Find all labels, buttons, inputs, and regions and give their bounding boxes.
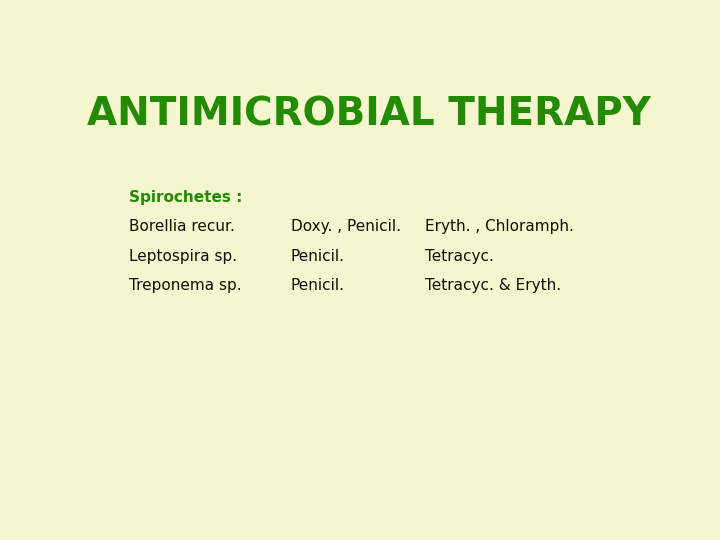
Text: Eryth. , Chloramph.: Eryth. , Chloramph. <box>425 219 574 234</box>
Text: Penicil.: Penicil. <box>291 278 345 293</box>
Text: Leptospira sp.: Leptospira sp. <box>129 248 237 264</box>
Text: Borellia recur.: Borellia recur. <box>129 219 235 234</box>
Text: Tetracyc. & Eryth.: Tetracyc. & Eryth. <box>425 278 561 293</box>
Text: Doxy. , Penicil.: Doxy. , Penicil. <box>291 219 401 234</box>
Text: Treponema sp.: Treponema sp. <box>129 278 242 293</box>
Text: Tetracyc.: Tetracyc. <box>425 248 494 264</box>
Text: ANTIMICROBIAL THERAPY: ANTIMICROBIAL THERAPY <box>87 96 651 134</box>
Text: Penicil.: Penicil. <box>291 248 345 264</box>
Text: Spirochetes :: Spirochetes : <box>129 191 243 205</box>
